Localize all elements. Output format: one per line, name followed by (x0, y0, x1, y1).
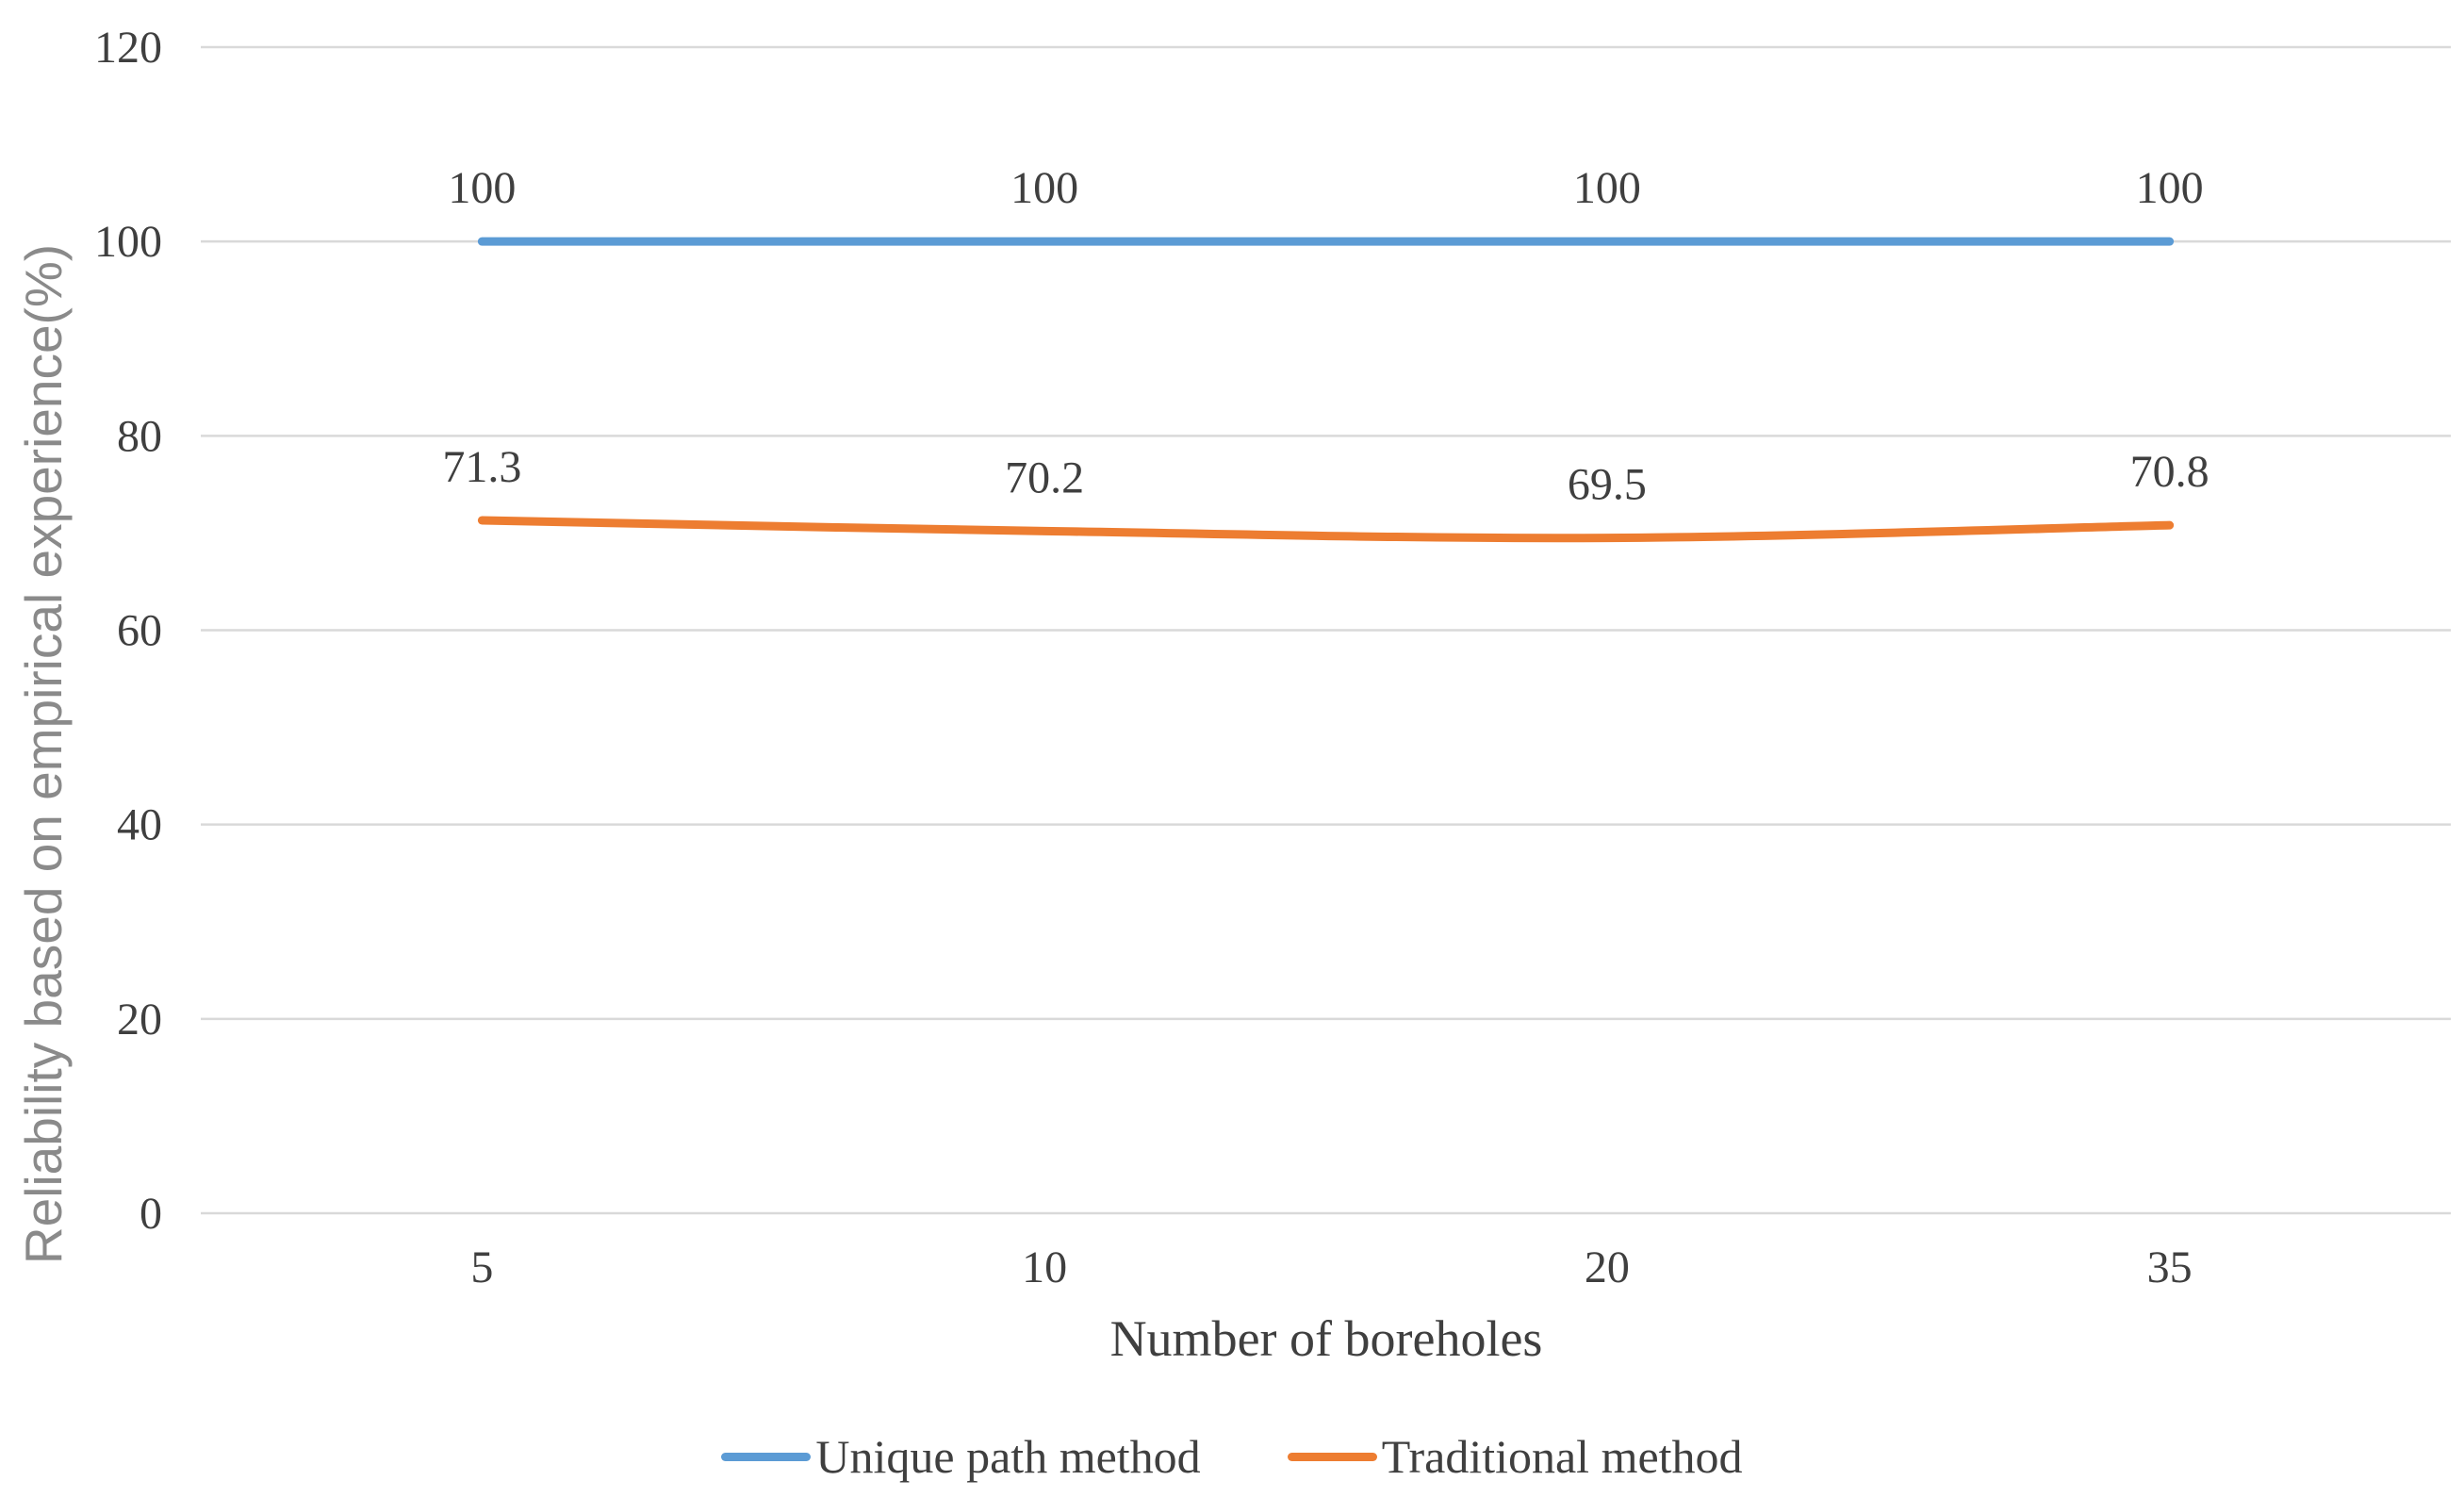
gridlines (201, 45, 2451, 1215)
x-axis-title: Number of boreholes (1109, 1310, 1543, 1367)
data-label: 70.8 (2130, 447, 2209, 497)
legend-item-traditional-method[interactable]: Traditional method (1287, 1429, 1743, 1484)
legend: Unique path method Traditional method (0, 1429, 2464, 1484)
data-label: 69.5 (1568, 460, 1647, 510)
y-axis-title: Reliability based on empirical experienc… (14, 243, 73, 1265)
legend-line-swatch-icon (721, 1452, 812, 1461)
legend-line-swatch-icon (1287, 1452, 1377, 1461)
y-axis-ticks: 0 20 40 60 80 100 120 (94, 23, 162, 1239)
x-axis-ticks: 5 10 20 35 (470, 1242, 2192, 1292)
legend-label: Traditional method (1381, 1430, 1743, 1483)
y-tick-label: 60 (117, 606, 162, 656)
y-tick-label: 20 (117, 995, 162, 1045)
y-tick-label: 0 (140, 1189, 162, 1239)
y-tick-label: 100 (94, 217, 162, 267)
data-label: 100 (448, 163, 516, 213)
x-tick-label: 10 (1022, 1242, 1067, 1292)
data-label: 100 (1010, 163, 1078, 213)
y-tick-label: 40 (117, 800, 162, 850)
y-tick-label: 80 (117, 411, 162, 461)
x-tick-label: 5 (470, 1242, 493, 1292)
data-labels: 100 100 100 100 (448, 163, 2203, 213)
x-tick-label: 35 (2147, 1242, 2193, 1292)
x-tick-label: 20 (1585, 1242, 1630, 1292)
data-label: 70.2 (1005, 452, 1084, 502)
series-line-traditional-method (477, 516, 2175, 543)
data-label: 71.3 (442, 442, 521, 492)
legend-item-unique-path-method[interactable]: Unique path method (721, 1429, 1201, 1484)
data-label: 100 (2136, 163, 2204, 213)
data-label: 100 (1573, 163, 1641, 213)
y-tick-label: 120 (94, 23, 162, 73)
data-labels: 71.3 70.2 69.5 70.8 (442, 442, 2209, 510)
legend-label: Unique path method (815, 1430, 1201, 1483)
